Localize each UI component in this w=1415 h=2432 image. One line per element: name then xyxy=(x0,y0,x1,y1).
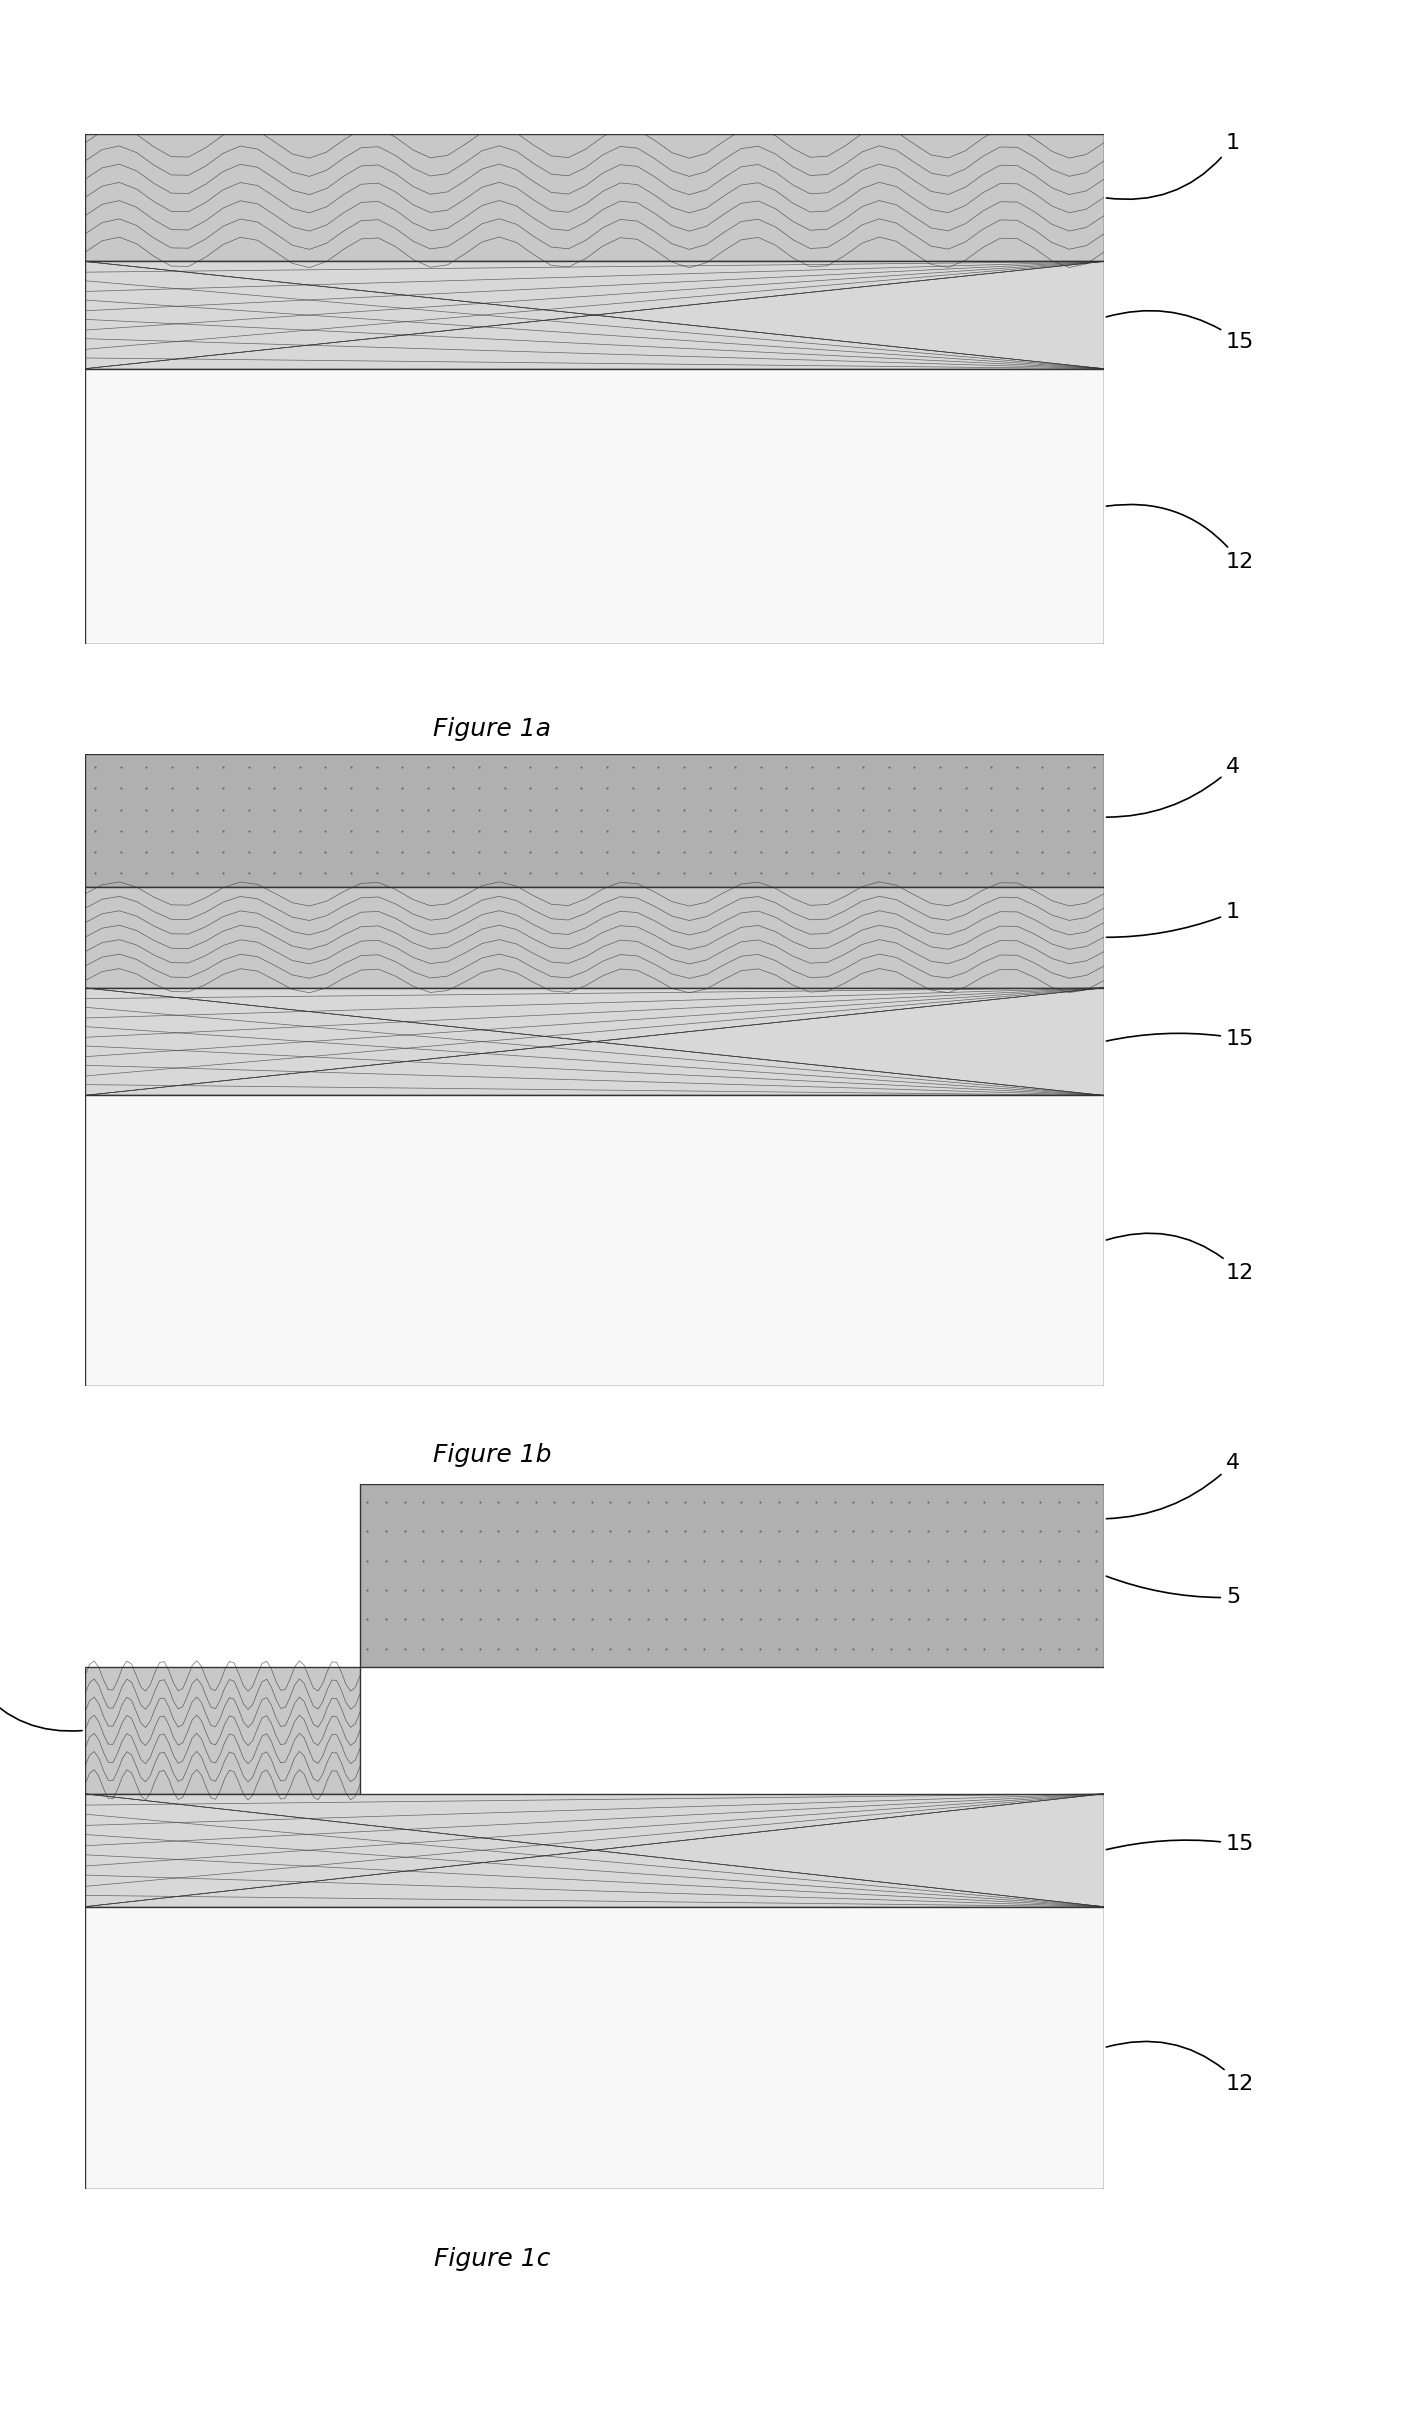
Bar xyxy=(85,1094,1104,1386)
Bar xyxy=(85,1795,1104,1907)
Text: 1: 1 xyxy=(1107,134,1240,199)
Bar xyxy=(85,888,1104,987)
Text: Figure 1c: Figure 1c xyxy=(434,2247,550,2271)
Text: 4: 4 xyxy=(1107,756,1240,817)
Text: 15: 15 xyxy=(1107,1834,1254,1853)
Text: 1: 1 xyxy=(0,1666,82,1732)
Bar xyxy=(85,1907,1104,2189)
Text: 12: 12 xyxy=(1107,503,1254,572)
Bar xyxy=(85,754,1104,888)
Text: 5: 5 xyxy=(1107,1576,1240,1608)
Bar xyxy=(85,263,1104,370)
Bar xyxy=(85,370,1104,644)
Text: Figure 1a: Figure 1a xyxy=(433,717,552,742)
Text: 1: 1 xyxy=(1107,902,1240,936)
Text: 12: 12 xyxy=(1107,1233,1254,1282)
Text: Figure 1b: Figure 1b xyxy=(433,1442,552,1466)
Bar xyxy=(85,987,1104,1094)
Bar xyxy=(359,1484,1104,1666)
Text: 15: 15 xyxy=(1107,311,1254,353)
Text: 12: 12 xyxy=(1107,2040,1254,2094)
Bar xyxy=(85,1666,359,1795)
Bar xyxy=(85,134,1104,263)
Text: 15: 15 xyxy=(1107,1029,1254,1048)
Text: 4: 4 xyxy=(1107,1454,1240,1518)
